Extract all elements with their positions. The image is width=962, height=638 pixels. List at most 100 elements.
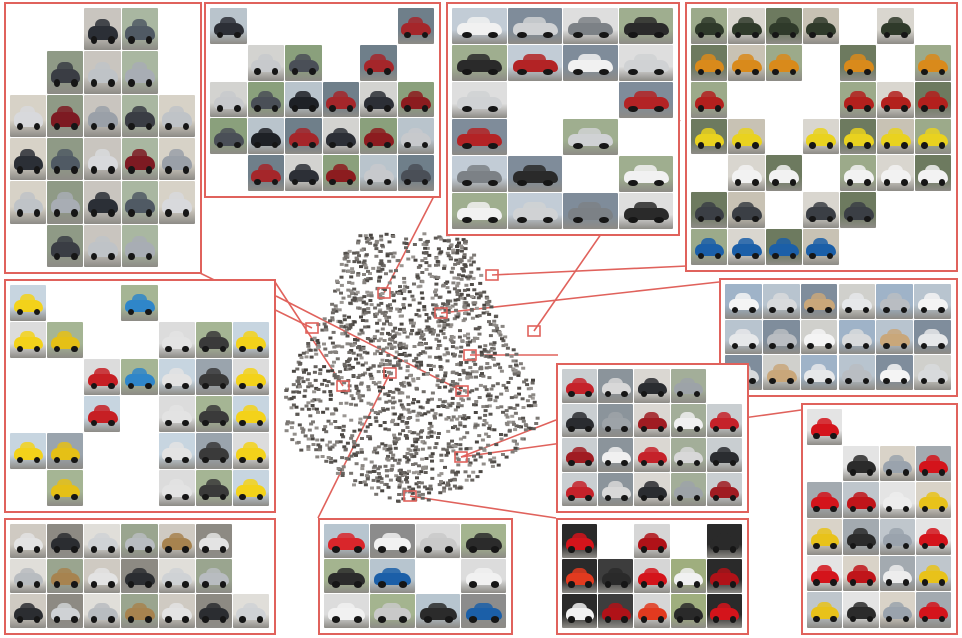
embedding-point	[325, 384, 329, 388]
car-body	[13, 608, 44, 620]
thumbnail-grid	[324, 524, 507, 629]
car-thumbnail	[843, 555, 879, 592]
embedding-point	[331, 308, 336, 312]
car-cabin	[57, 532, 73, 541]
embedding-point	[437, 295, 442, 299]
embedding-point	[361, 300, 366, 304]
car-cabin	[810, 293, 827, 301]
embedding-point	[383, 374, 387, 378]
car-thumbnail	[121, 594, 158, 628]
embedding-point	[374, 492, 379, 496]
embedding-point	[375, 412, 380, 416]
embedding-point	[400, 383, 405, 387]
embedding-point	[477, 434, 482, 438]
embedding-point	[333, 376, 338, 380]
embedding-point	[468, 461, 473, 465]
embedding-point	[465, 303, 470, 307]
car-wheel	[384, 142, 391, 149]
embedding-point	[386, 353, 391, 357]
car-thumbnail	[802, 192, 840, 229]
car-wheel	[404, 31, 411, 39]
embedding-point	[413, 258, 418, 262]
embedding-point	[456, 276, 461, 280]
car-body	[565, 417, 595, 429]
car-wheel	[377, 581, 386, 588]
embedding-point	[484, 421, 489, 425]
car-wheel	[714, 215, 722, 223]
car-wheel	[53, 581, 61, 588]
embedding-point	[383, 310, 388, 314]
embedding-point	[393, 446, 398, 450]
embedding-point	[397, 493, 402, 496]
car-thumbnail	[598, 438, 634, 472]
embedding-point	[393, 326, 398, 330]
car-wheel	[202, 581, 209, 588]
embedding-point	[463, 264, 468, 268]
embedding-point	[306, 401, 311, 405]
embedding-point	[409, 332, 413, 336]
embedding-point	[351, 351, 356, 355]
embedding-point	[412, 282, 416, 286]
embedding-point	[420, 492, 425, 496]
embedding-point	[343, 391, 348, 395]
embedding-point	[499, 392, 504, 396]
embedding-point	[475, 475, 480, 479]
embedding-point	[441, 327, 446, 331]
embedding-point	[503, 335, 508, 339]
car-thumbnail	[324, 559, 369, 593]
embedding-point	[405, 476, 409, 480]
embedding-point	[424, 328, 429, 332]
embedding-point	[423, 471, 428, 474]
embedding-point	[422, 308, 427, 312]
embedding-point	[436, 436, 440, 439]
embedding-point	[314, 426, 319, 430]
car-thumbnail	[232, 359, 269, 395]
car-cabin	[20, 602, 36, 611]
embedding-point	[363, 483, 368, 487]
embedding-point	[458, 423, 463, 427]
embedding-point	[520, 397, 525, 401]
embedding-point	[488, 412, 493, 416]
embedding-point	[318, 448, 322, 452]
embedding-point	[352, 260, 357, 264]
embedding-point	[466, 312, 471, 316]
car-wheel	[145, 382, 152, 390]
embedding-point	[386, 331, 390, 335]
embedding-point	[427, 316, 431, 320]
car-wheel	[145, 79, 152, 87]
embedding-point	[428, 330, 433, 334]
embedding-point	[363, 311, 368, 315]
car-cabin	[644, 377, 660, 386]
embedding-point	[418, 264, 423, 268]
embedding-point	[410, 444, 415, 448]
embedding-point	[391, 329, 396, 333]
car-thumbnail	[84, 559, 121, 593]
car-wheel	[53, 165, 61, 174]
embedding-point	[312, 336, 317, 340]
car-thumbnail	[507, 45, 562, 81]
car-wheel	[862, 306, 870, 314]
embedding-point	[403, 359, 408, 363]
embedding-point	[455, 363, 460, 366]
car-thumbnail	[800, 355, 838, 390]
embedding-point	[458, 386, 463, 390]
embedding-point	[455, 251, 460, 255]
car-body	[637, 383, 667, 395]
embedding-point	[476, 267, 481, 271]
embedding-point	[299, 356, 304, 360]
car-wheel	[585, 425, 592, 432]
car-thumbnail	[247, 118, 284, 155]
car-thumbnail	[84, 524, 121, 558]
embedding-point	[394, 331, 399, 335]
embedding-point	[404, 354, 409, 358]
car-wheel	[734, 31, 742, 39]
car-wheel	[846, 215, 854, 223]
car-cabin	[168, 192, 185, 202]
embedding-point	[492, 323, 497, 327]
embedding-point	[438, 251, 443, 255]
embedding-point	[323, 328, 328, 332]
embedding-point	[470, 316, 475, 320]
embedding-point	[482, 419, 487, 422]
embedding-point	[455, 293, 460, 296]
embedding-point	[381, 349, 385, 353]
